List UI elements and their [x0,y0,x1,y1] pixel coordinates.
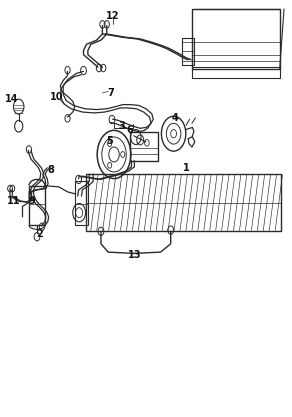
Text: 14: 14 [5,94,18,104]
Text: 6: 6 [127,126,133,136]
Bar [29,186,45,225]
Text: 10: 10 [50,92,64,102]
Text: 5: 5 [106,136,113,146]
Text: 4: 4 [172,113,178,123]
Text: 8: 8 [48,165,54,175]
Bar [192,9,280,69]
Text: 13: 13 [128,251,141,261]
Text: 11: 11 [7,196,20,206]
Text: 9: 9 [28,196,35,206]
Text: 2: 2 [36,229,43,239]
Bar [75,181,88,225]
Bar [86,174,281,231]
Text: 7: 7 [108,88,114,98]
Bar [182,38,194,65]
Circle shape [121,151,125,157]
Bar [192,67,280,78]
Circle shape [108,162,112,168]
Text: 12: 12 [106,11,119,21]
Circle shape [108,141,112,147]
Bar [130,133,158,161]
Text: 1: 1 [183,163,190,173]
Text: 3: 3 [118,121,125,131]
